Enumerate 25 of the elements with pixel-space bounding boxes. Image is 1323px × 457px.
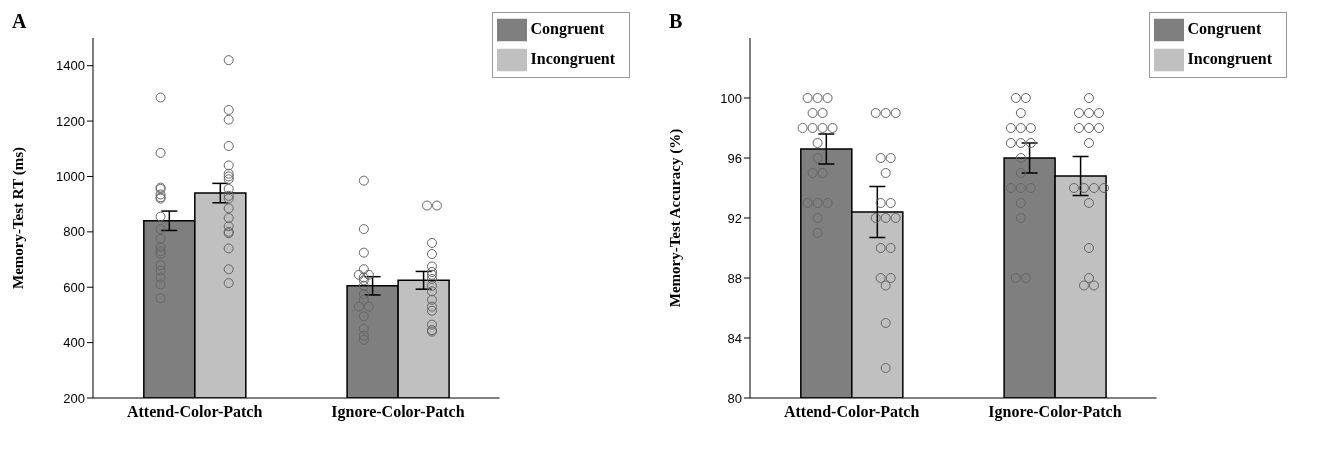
y-tick-label: 200	[63, 390, 85, 406]
x-tick-label: Ignore-Color-Patch	[988, 403, 1122, 422]
legend-label: Congruent	[1187, 19, 1262, 37]
legend-label: Congruent	[530, 19, 605, 37]
x-tick-label: Attend-Color-Patch	[783, 403, 920, 421]
y-axis-title: Memory-Test Accuracy (%)	[667, 128, 685, 308]
y-tick-label: 1400	[56, 58, 85, 74]
y-tick-label: 1000	[56, 169, 85, 185]
x-tick-label: Ignore-Color-Patch	[331, 403, 465, 422]
chart-title: A	[12, 10, 27, 33]
y-tick-label: 92	[727, 210, 742, 226]
y-tick-label: 88	[727, 270, 742, 286]
y-tick-label: 400	[63, 335, 85, 351]
y-tick-label: 96	[727, 150, 742, 166]
y-axis-title: Memory-Test RT (ms)	[10, 147, 28, 289]
y-tick-label: 800	[63, 224, 85, 240]
y-tick-label: 600	[63, 279, 85, 295]
y-tick-label: 80	[727, 390, 742, 406]
legend-label: Incongruent	[1187, 49, 1272, 67]
y-tick-label: 100	[720, 90, 742, 106]
x-tick-label: Attend-Color-Patch	[126, 403, 263, 421]
y-tick-label: 84	[727, 330, 742, 346]
chart-title: B	[669, 10, 683, 33]
legend-label: Incongruent	[530, 49, 615, 67]
y-tick-label: 1200	[56, 113, 85, 129]
